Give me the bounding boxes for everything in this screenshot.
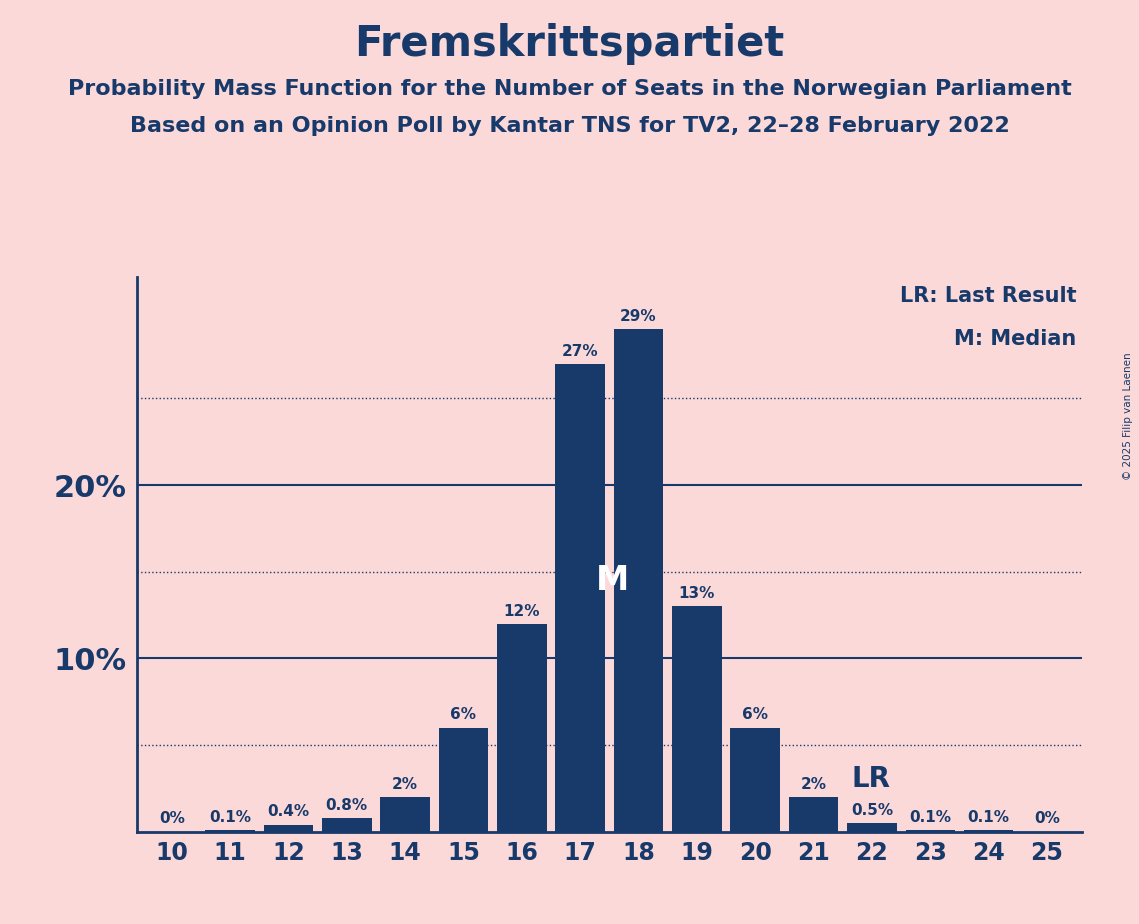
Bar xyxy=(730,728,780,832)
Text: Fremskrittspartiet: Fremskrittspartiet xyxy=(354,23,785,65)
Bar xyxy=(322,818,371,832)
Bar xyxy=(497,624,547,832)
Bar xyxy=(672,606,722,832)
Text: 29%: 29% xyxy=(621,309,657,324)
Text: 2%: 2% xyxy=(392,777,418,792)
Bar xyxy=(614,329,663,832)
Bar xyxy=(263,824,313,832)
Text: Based on an Opinion Poll by Kantar TNS for TV2, 22–28 February 2022: Based on an Opinion Poll by Kantar TNS f… xyxy=(130,116,1009,136)
Text: 0.1%: 0.1% xyxy=(210,809,251,824)
Text: 0%: 0% xyxy=(158,811,185,826)
Text: © 2025 Filip van Laenen: © 2025 Filip van Laenen xyxy=(1123,352,1133,480)
Text: 0.4%: 0.4% xyxy=(268,805,310,820)
Text: 12%: 12% xyxy=(503,603,540,618)
Text: 6%: 6% xyxy=(451,708,476,723)
Text: 0.1%: 0.1% xyxy=(968,809,1009,824)
Bar xyxy=(380,796,429,832)
Text: 0.8%: 0.8% xyxy=(326,797,368,812)
Text: 6%: 6% xyxy=(743,708,768,723)
Bar xyxy=(205,830,255,832)
Bar xyxy=(789,796,838,832)
Text: M: M xyxy=(596,564,629,597)
Text: LR: LR xyxy=(852,765,891,794)
Bar xyxy=(847,823,896,832)
Text: Probability Mass Function for the Number of Seats in the Norwegian Parliament: Probability Mass Function for the Number… xyxy=(67,79,1072,99)
Text: M: Median: M: Median xyxy=(954,329,1076,349)
Text: 27%: 27% xyxy=(562,344,598,359)
Text: LR: Last Result: LR: Last Result xyxy=(900,286,1076,306)
Bar xyxy=(964,830,1014,832)
Text: 13%: 13% xyxy=(679,586,715,602)
Text: 0%: 0% xyxy=(1034,811,1060,826)
Bar xyxy=(556,364,605,832)
Text: 0.1%: 0.1% xyxy=(909,809,951,824)
Text: 2%: 2% xyxy=(801,777,827,792)
Bar xyxy=(439,728,489,832)
Text: 0.5%: 0.5% xyxy=(851,803,893,818)
Bar xyxy=(906,830,956,832)
